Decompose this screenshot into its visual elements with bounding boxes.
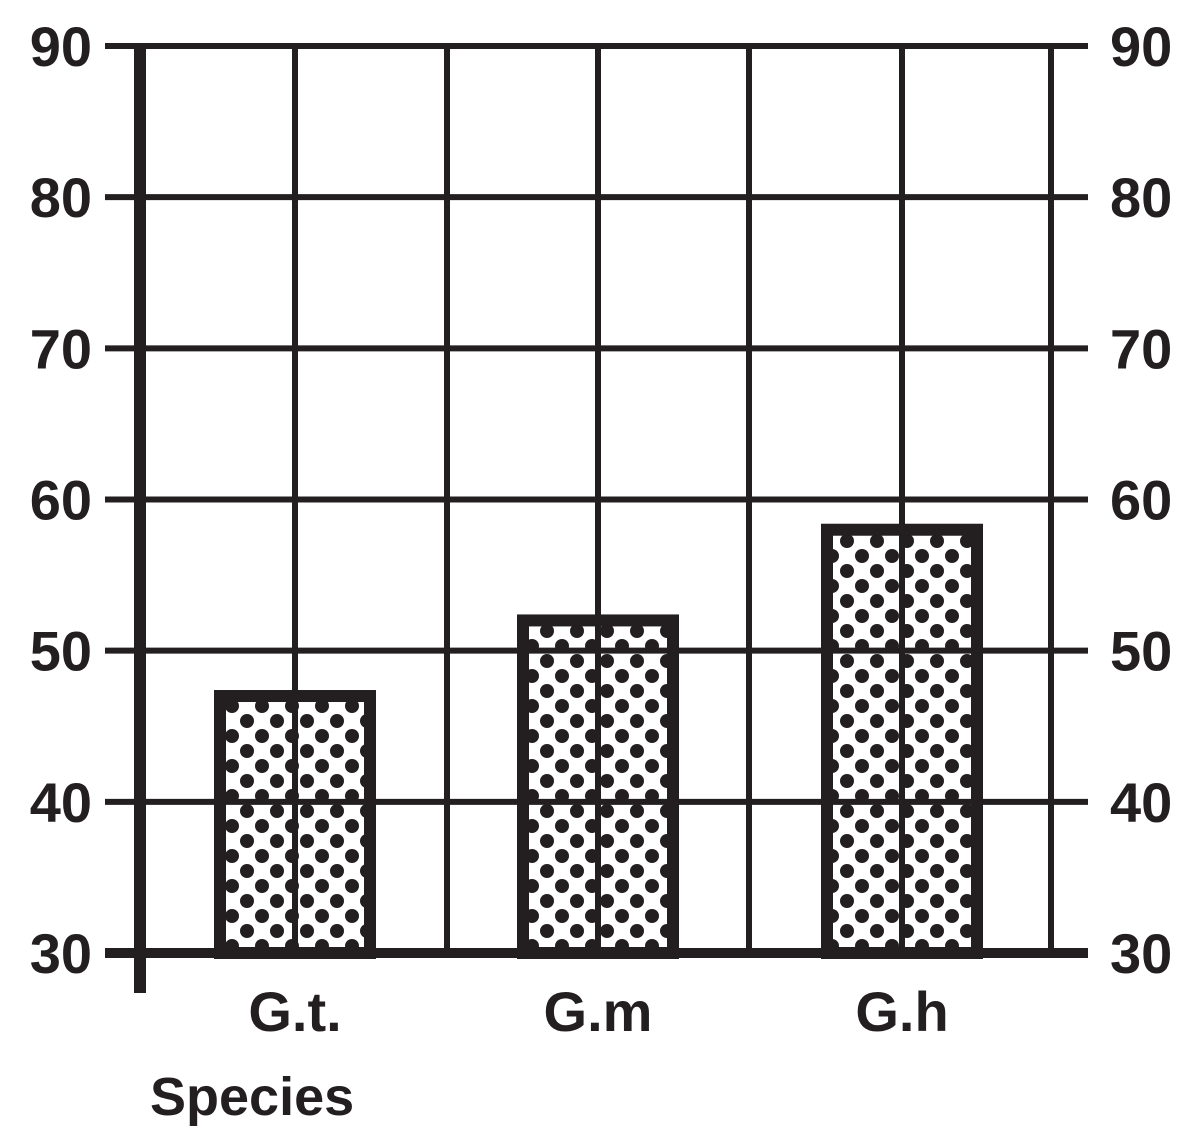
bar-G.m <box>517 614 679 960</box>
x-axis-label: Species <box>150 1067 354 1127</box>
y-tick-label-right: 40 <box>1110 771 1172 834</box>
y-tick-label-left: 50 <box>30 620 92 683</box>
tick-labels: 30 30 40 40 50 50 60 60 70 70 80 80 90 90 G.t. G.m G.h <box>30 15 1173 1043</box>
y-tick-label-right: 70 <box>1110 317 1172 380</box>
x-tick-label: G.h <box>855 980 948 1043</box>
bar-G.t. <box>214 690 376 959</box>
y-tick-label-left: 60 <box>30 469 92 532</box>
y-tick-label-left: 40 <box>30 771 92 834</box>
bars <box>214 523 983 960</box>
y-tick-label-right: 80 <box>1110 166 1172 229</box>
y-tick-label-left: 90 <box>30 15 92 78</box>
y-tick-label-right: 30 <box>1110 922 1172 985</box>
y-tick-label-left: 70 <box>30 317 92 380</box>
y-tick-label-right: 60 <box>1110 469 1172 532</box>
x-tick-label: G.m <box>544 980 653 1043</box>
y-tick-label-left: 80 <box>30 166 92 229</box>
y-tick-label-right: 50 <box>1110 620 1172 683</box>
y-tick-label-right: 90 <box>1110 15 1172 78</box>
y-tick-label-left: 30 <box>30 922 92 985</box>
bar-G.h <box>821 523 983 959</box>
axes <box>105 43 1088 993</box>
x-tick-label: G.t. <box>248 980 341 1043</box>
